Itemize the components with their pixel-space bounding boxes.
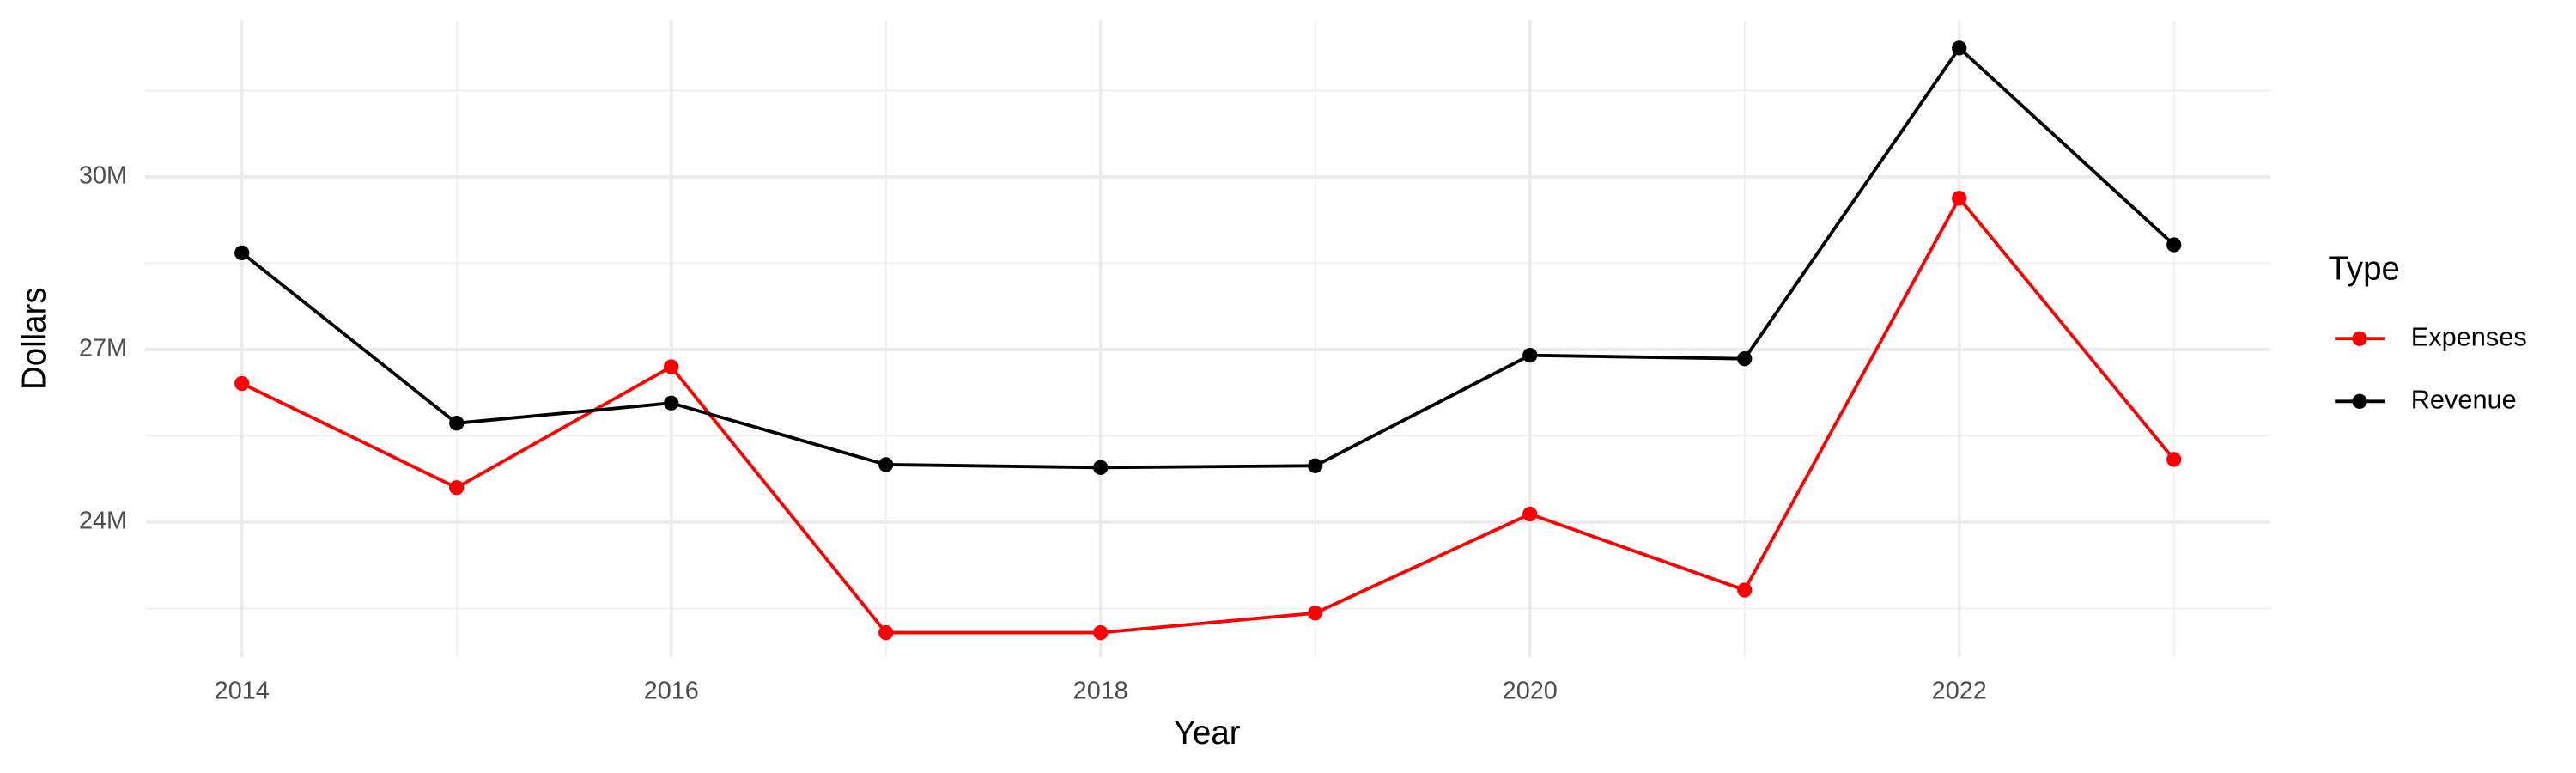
data-point bbox=[878, 624, 894, 641]
x-tick-label: 2016 bbox=[644, 677, 699, 704]
y-tick-label: 24M bbox=[79, 508, 127, 535]
data-point bbox=[234, 245, 250, 261]
data-point bbox=[1522, 348, 1538, 363]
data-point bbox=[2166, 452, 2182, 467]
legend-key-point bbox=[2352, 393, 2367, 409]
data-point bbox=[1737, 582, 1753, 598]
data-point bbox=[1737, 351, 1753, 367]
x-tick-label: 2020 bbox=[1503, 677, 1558, 704]
data-point bbox=[234, 375, 250, 392]
data-point bbox=[664, 359, 679, 374]
data-point bbox=[2166, 237, 2182, 253]
data-point bbox=[449, 480, 465, 496]
legend-title: Type bbox=[2329, 251, 2400, 288]
data-point bbox=[664, 395, 679, 411]
x-tick-label: 2022 bbox=[1932, 677, 1987, 704]
series-line bbox=[240, 45, 2176, 470]
x-axis-title: Year bbox=[1174, 715, 1241, 752]
legend-key-point bbox=[2352, 331, 2367, 346]
data-point bbox=[1952, 191, 1967, 206]
legend-label: Revenue bbox=[2411, 384, 2517, 414]
data-point bbox=[878, 457, 894, 472]
legend-label: Expenses bbox=[2411, 321, 2527, 351]
series-line bbox=[240, 195, 2176, 635]
data-point bbox=[1308, 458, 1323, 473]
x-tick-label: 2014 bbox=[215, 677, 270, 704]
y-axis-title: Dollars bbox=[15, 287, 52, 390]
data-point bbox=[449, 416, 465, 431]
data-point bbox=[1952, 40, 1967, 56]
data-point bbox=[1093, 460, 1109, 475]
x-tick-label: 2018 bbox=[1073, 677, 1128, 704]
y-tick-label: 27M bbox=[79, 335, 127, 362]
data-point bbox=[1308, 606, 1323, 621]
data-point bbox=[1093, 624, 1109, 641]
y-tick-label: 30M bbox=[79, 162, 127, 190]
data-point bbox=[1522, 506, 1538, 522]
